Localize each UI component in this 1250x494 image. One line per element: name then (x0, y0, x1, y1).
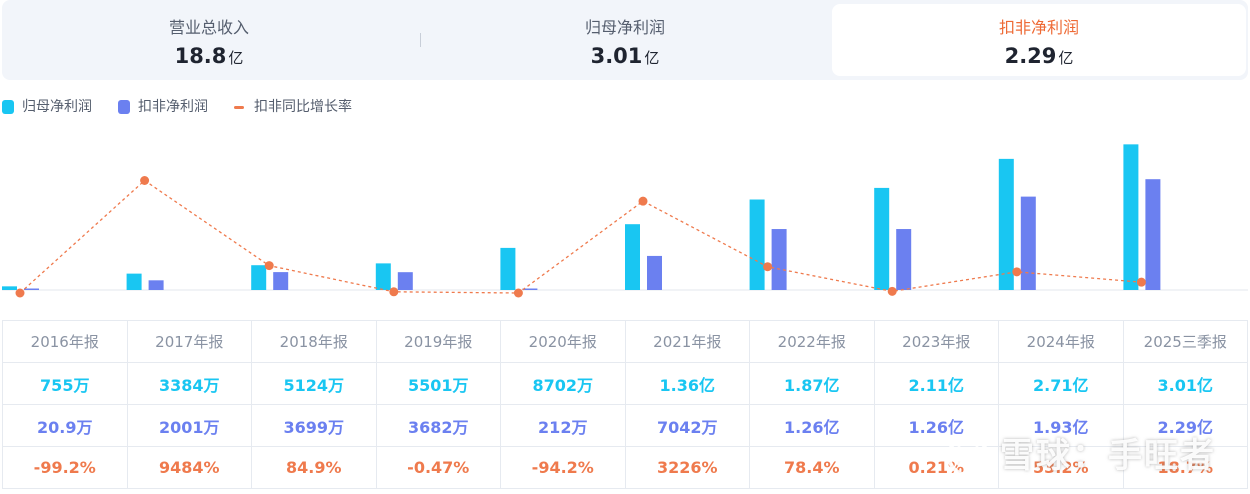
bar-deducted-net-profit[interactable] (1145, 179, 1161, 290)
bar-net-profit[interactable] (126, 273, 142, 290)
growth-point[interactable] (264, 261, 274, 271)
table-cell-net-profit: 5124万 (251, 362, 377, 405)
table-cell-deducted-net-profit: 1.26亿 (749, 404, 875, 447)
table-cell-growth: 3226% (624, 446, 750, 489)
growth-point[interactable] (887, 286, 897, 296)
tab-label: 归母净利润 (584, 18, 665, 37)
bar-deducted-net-profit[interactable] (273, 272, 289, 290)
table-cell-deducted-net-profit: 7042万 (624, 404, 750, 447)
table-cell-year: 2024年报 (998, 320, 1124, 363)
bar-net-profit[interactable] (251, 265, 267, 290)
table-cell-deducted-net-profit: 20.9万 (2, 404, 128, 447)
legend-label: 归母净利润 (22, 99, 92, 115)
table-cell-deducted-net-profit: 1.93亿 (998, 404, 1124, 447)
growth-point[interactable] (638, 196, 648, 206)
tab-label: 营业总收入 (168, 18, 249, 37)
table-cell-net-profit: 1.87亿 (749, 362, 875, 405)
metric-tabs: 营业总收入 18.8 亿 归母净利润 3.01 亿 扣非净利润 2.29 亿 (2, 0, 1248, 80)
table-cell-year: 2025三季报 (1122, 320, 1248, 363)
growth-point[interactable] (140, 176, 150, 185)
bar-deducted-net-profit[interactable] (397, 272, 413, 290)
bar-deducted-net-profit[interactable] (647, 255, 662, 290)
legend-swatch (234, 106, 244, 109)
table-cell-growth: -99.2% (2, 446, 128, 489)
table-cell-year: 2017年报 (126, 320, 252, 363)
bar-deducted-net-profit[interactable] (896, 229, 912, 290)
tab-deducted-net-profit[interactable]: 扣非净利润 2.29 亿 (832, 4, 1246, 76)
growth-point[interactable] (1012, 267, 1022, 277)
table-cell-net-profit: 3384万 (126, 362, 252, 405)
table-cell-growth: 53.2% (998, 446, 1124, 489)
table-cell-year: 2021年报 (624, 320, 750, 363)
bar-deducted-net-profit[interactable] (24, 288, 39, 291)
table-row-years: 2016年报 2017年报 2018年报 2019年报 2020年报 2021年报 2022… (2, 320, 1248, 363)
table-cell-net-profit: 3.01亿 (1122, 362, 1248, 405)
tab-divider (420, 33, 421, 47)
table-cell-deducted-net-profit: 2001万 (126, 404, 252, 447)
watermark-text: 雪球：手旺者 (1000, 436, 1216, 476)
bar-net-profit[interactable] (375, 263, 391, 290)
legend-label: 扣非净利润 (138, 99, 208, 115)
table-cell-growth: -94.2% (500, 446, 626, 489)
table-cell-deducted-net-profit: 3699万 (251, 404, 377, 447)
legend-swatch (118, 100, 130, 114)
legend-swatch (2, 100, 14, 114)
table-row-deducted-net-profit: 20.9万 2001万 3699万 3682万 212万 7042万 1.26亿 1.26亿 1… (2, 404, 1248, 447)
tab-unit: 亿 (228, 49, 244, 67)
table-cell-growth: 84.9% (251, 446, 377, 489)
tab-revenue[interactable]: 营业总收入 18.8 亿 (2, 4, 416, 76)
table-cell-net-profit: 2.11亿 (873, 362, 999, 405)
table-cell-growth: 9484% (126, 446, 252, 489)
bar-net-profit[interactable] (874, 187, 890, 290)
bar-deducted-net-profit[interactable] (1020, 196, 1036, 290)
table-cell-year: 2023年报 (873, 320, 999, 363)
table-cell-deducted-net-profit: 2.29亿 (1122, 404, 1248, 447)
tab-net-profit[interactable]: 归母净利润 3.01 亿 (418, 4, 832, 76)
table-cell-net-profit: 5501万 (375, 362, 501, 405)
bar-net-profit[interactable] (998, 158, 1014, 290)
tab-value: 3.01 (590, 44, 643, 68)
snowball-logo-icon (947, 435, 989, 477)
bar-deducted-net-profit[interactable] (148, 280, 164, 290)
table-cell-net-profit: 755万 (2, 362, 128, 405)
bar-deducted-net-profit[interactable] (522, 288, 538, 291)
tab-unit: 亿 (1058, 49, 1074, 67)
bar-net-profit[interactable] (749, 199, 765, 290)
legend-label: 扣非同比增长率 (254, 99, 352, 115)
data-table: 2016年报 2017年报 2018年报 2019年报 2020年报 2021年报 2022… (2, 320, 1248, 489)
tab-value: 18.8 (174, 44, 227, 68)
table-cell-year: 2022年报 (749, 320, 875, 363)
growth-line (19, 179, 1142, 294)
table-cell-year: 2016年报 (2, 320, 128, 363)
growth-point[interactable] (389, 287, 399, 297)
bar-net-profit[interactable] (2, 286, 17, 290)
tab-value: 2.29 (1004, 44, 1057, 68)
table-cell-year: 2018年报 (251, 320, 377, 363)
table-cell-growth: -0.47% (375, 446, 501, 489)
bar-net-profit[interactable] (625, 224, 640, 290)
table-cell-year: 2020年报 (500, 320, 626, 363)
growth-point[interactable] (763, 262, 773, 272)
bar-deducted-net-profit[interactable] (771, 229, 787, 290)
profit-chart (2, 144, 1248, 298)
table-cell-net-profit: 1.36亿 (624, 362, 750, 405)
tab-label: 扣非净利润 (998, 18, 1079, 37)
table-row-net-profit: 755万 3384万 5124万 5501万 8702万 1.36亿 1.87亿 2.11亿 2… (2, 362, 1248, 405)
table-cell-year: 2019年报 (375, 320, 501, 363)
table-cell-deducted-net-profit: 3682万 (375, 404, 501, 447)
growth-point[interactable] (1136, 277, 1146, 287)
table-cell-growth: 78.4% (749, 446, 875, 489)
table-cell-net-profit: 8702万 (500, 362, 626, 405)
growth-point[interactable] (15, 288, 25, 298)
table-cell-growth: 18.7% (1122, 446, 1248, 489)
bar-net-profit[interactable] (1123, 144, 1139, 290)
growth-point[interactable] (513, 288, 523, 298)
table-cell-deducted-net-profit: 212万 (500, 404, 626, 447)
bar-net-profit[interactable] (500, 247, 516, 290)
table-row-growth: -99.2% 9484% 84.9% -0.47% -94.2% 3226% 78.4% 0.… (2, 446, 1248, 489)
tab-unit: 亿 (644, 49, 660, 67)
table-cell-net-profit: 2.71亿 (998, 362, 1124, 405)
